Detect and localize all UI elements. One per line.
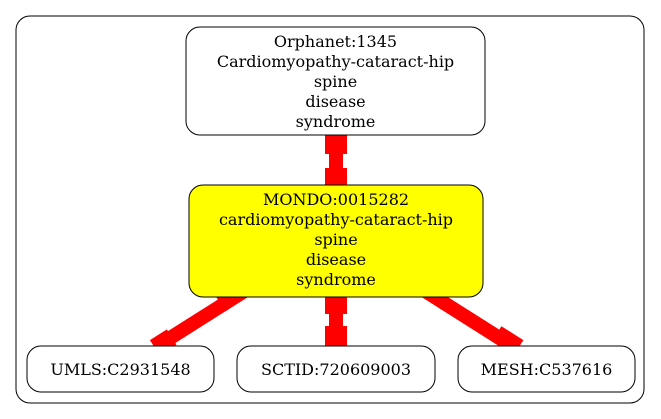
umls-label: UMLS:C2931548 xyxy=(50,360,190,379)
node-mesh[interactable]: MESH:C537616 xyxy=(457,345,636,393)
mondo-line-1: cardiomyopathy-cataract-hip xyxy=(219,210,453,229)
orphanet-line-1: Cardiomyopathy-cataract-hip xyxy=(217,52,454,71)
mondo-line-2: spine xyxy=(314,230,357,249)
orphanet-line-2: spine xyxy=(314,72,357,91)
node-orphanet[interactable]: Orphanet:1345 Cardiomyopathy-cataract-hi… xyxy=(185,26,486,136)
node-sctid[interactable]: SCTID:720609003 xyxy=(236,345,436,393)
orphanet-line-4: syndrome xyxy=(296,112,376,131)
node-mondo[interactable]: MONDO:0015282 cardiomyopathy-cataract-hi… xyxy=(188,184,484,298)
orphanet-line-0: Orphanet:1345 xyxy=(274,32,397,51)
sctid-label: SCTID:720609003 xyxy=(261,360,411,379)
mondo-line-0: MONDO:0015282 xyxy=(263,190,409,209)
mondo-line-3: disease xyxy=(306,250,366,269)
mesh-label: MESH:C537616 xyxy=(481,360,613,379)
orphanet-line-3: disease xyxy=(305,92,365,111)
mondo-line-4: syndrome xyxy=(296,270,376,289)
node-umls[interactable]: UMLS:C2931548 xyxy=(26,345,215,393)
